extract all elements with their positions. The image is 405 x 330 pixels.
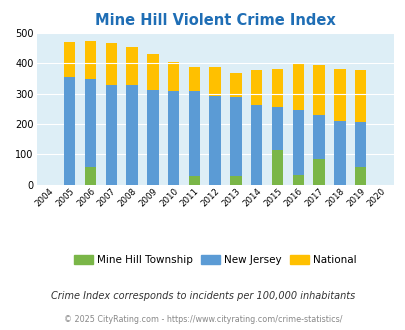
- Bar: [105, 43, 117, 185]
- Bar: [230, 176, 241, 185]
- Bar: [230, 73, 241, 185]
- Bar: [354, 167, 365, 185]
- Bar: [209, 67, 220, 185]
- Bar: [168, 91, 179, 185]
- Bar: [313, 65, 324, 185]
- Bar: [126, 47, 137, 185]
- Bar: [147, 54, 158, 185]
- Bar: [271, 107, 283, 185]
- Bar: [188, 91, 200, 185]
- Bar: [333, 121, 345, 185]
- Bar: [188, 67, 200, 185]
- Bar: [188, 176, 200, 185]
- Bar: [333, 69, 345, 185]
- Bar: [85, 79, 96, 185]
- Bar: [147, 90, 158, 185]
- Bar: [168, 62, 179, 185]
- Bar: [85, 167, 96, 185]
- Bar: [64, 43, 75, 185]
- Bar: [271, 69, 283, 185]
- Bar: [292, 64, 303, 185]
- Bar: [126, 85, 137, 185]
- Bar: [271, 150, 283, 185]
- Title: Mine Hill Violent Crime Index: Mine Hill Violent Crime Index: [95, 13, 335, 28]
- Bar: [250, 105, 262, 185]
- Bar: [64, 77, 75, 185]
- Bar: [292, 110, 303, 185]
- Bar: [230, 97, 241, 185]
- Legend: Mine Hill Township, New Jersey, National: Mine Hill Township, New Jersey, National: [70, 251, 360, 269]
- Bar: [313, 115, 324, 185]
- Text: © 2025 CityRating.com - https://www.cityrating.com/crime-statistics/: © 2025 CityRating.com - https://www.city…: [64, 315, 341, 324]
- Bar: [292, 175, 303, 185]
- Text: Crime Index corresponds to incidents per 100,000 inhabitants: Crime Index corresponds to incidents per…: [51, 291, 354, 301]
- Bar: [105, 85, 117, 185]
- Bar: [354, 122, 365, 185]
- Bar: [209, 96, 220, 185]
- Bar: [250, 70, 262, 185]
- Bar: [354, 70, 365, 185]
- Bar: [85, 41, 96, 185]
- Bar: [313, 159, 324, 185]
